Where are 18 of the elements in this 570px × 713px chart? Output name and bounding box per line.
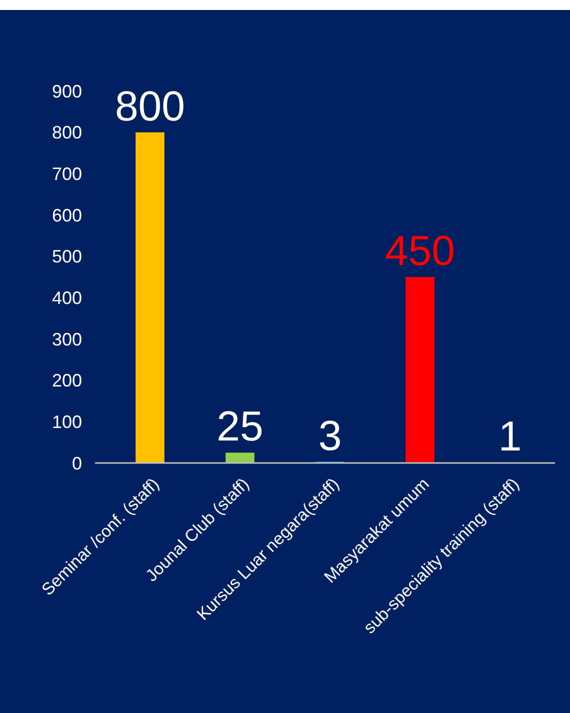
y-tick-label: 800 (52, 122, 82, 143)
data-label: 25 (216, 402, 264, 450)
bar (226, 452, 254, 463)
data-label: 800 (114, 82, 186, 130)
y-tick-label: 900 (52, 81, 82, 102)
y-tick-label: 700 (52, 164, 82, 184)
y-tick-label: 400 (52, 288, 82, 308)
bar (406, 277, 434, 463)
bar (136, 132, 164, 463)
y-tick-label: 100 (52, 412, 82, 432)
y-tick-label: 200 (52, 370, 82, 391)
data-label: 450 (384, 227, 456, 274)
y-tick-label: 300 (52, 329, 82, 350)
y-tick-label: 0 (72, 453, 82, 474)
y-tick-label: 500 (52, 246, 82, 267)
data-label: 1 (498, 412, 522, 460)
y-tick-label: 600 (52, 205, 82, 226)
data-label: 3 (318, 412, 342, 459)
